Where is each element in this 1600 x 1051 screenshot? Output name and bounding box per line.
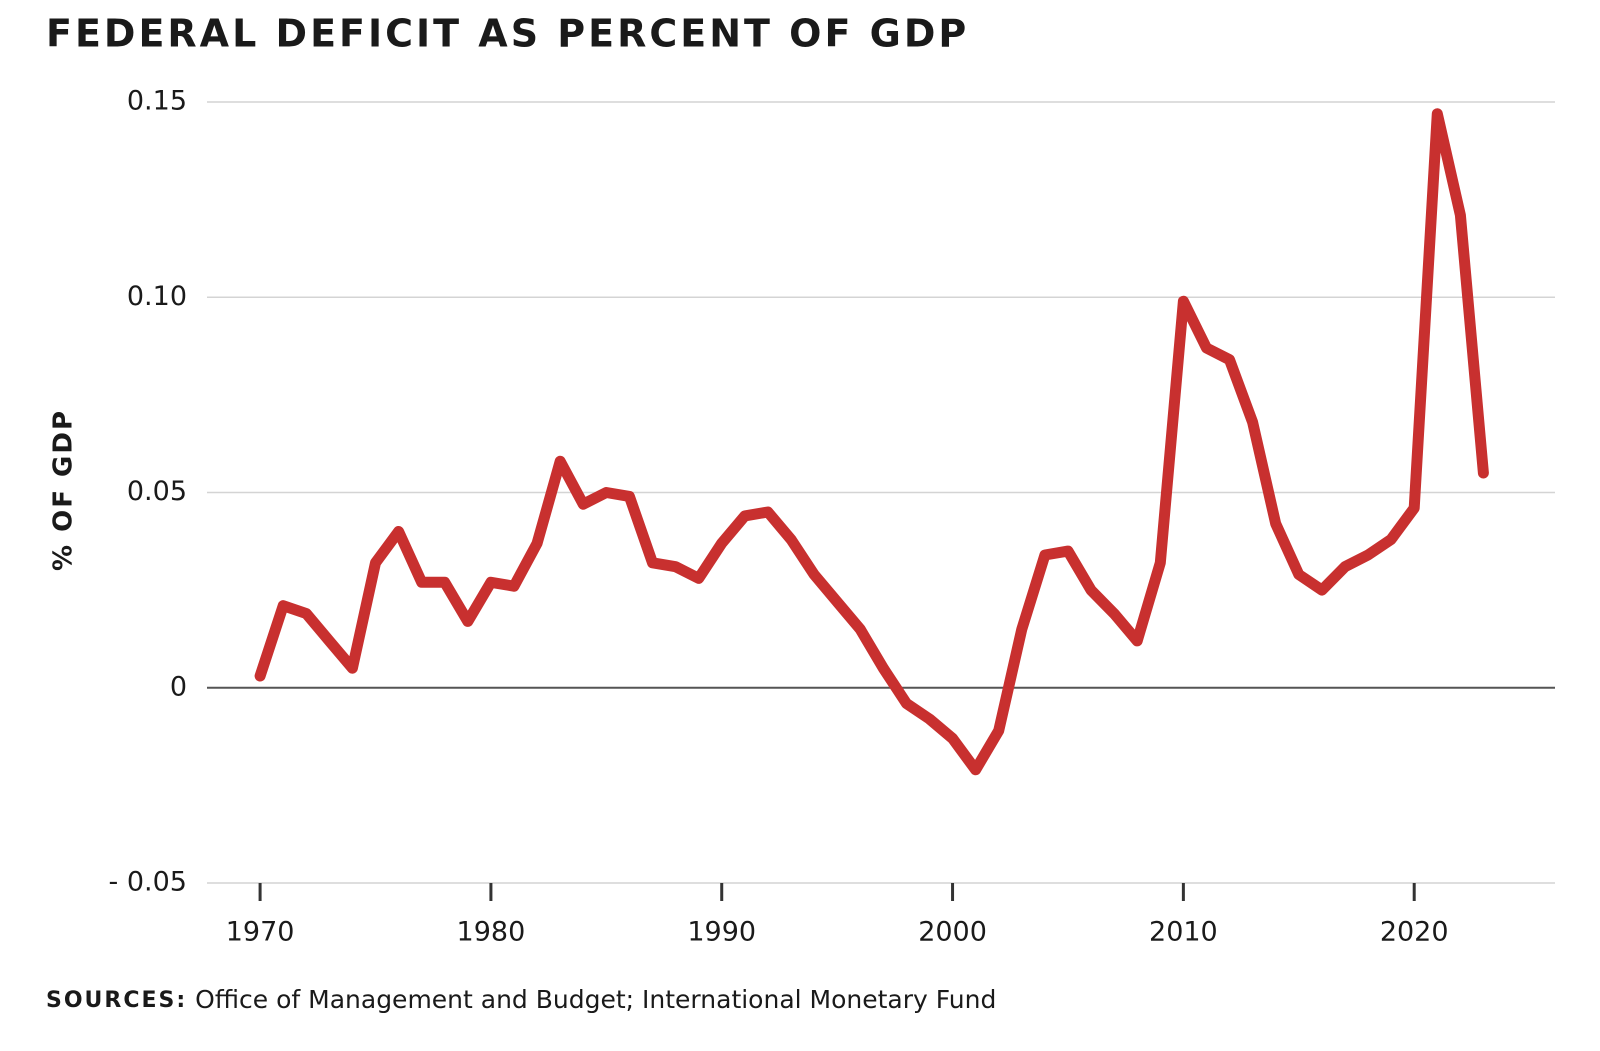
x-tick-label: 2020: [1380, 917, 1449, 948]
data-line: [254, 108, 1489, 776]
x-tick-label: 1980: [457, 917, 526, 948]
x-tick-label: 2000: [918, 917, 987, 948]
x-tick-label: 2010: [1149, 917, 1218, 948]
y-tick-label: 0.05: [127, 476, 187, 507]
chart-title: FEDERAL DEFICIT AS PERCENT OF GDP: [46, 12, 969, 56]
x-tick-label: 1990: [687, 917, 756, 948]
y-tick-label: - 0.05: [109, 867, 187, 898]
source-text: Office of Management and Budget; Interna…: [195, 985, 996, 1014]
y-tick-label: 0.15: [127, 86, 187, 117]
source-label: SOURCES:: [46, 988, 187, 1013]
y-axis-label: % OF GDP: [49, 409, 79, 571]
y-tick-label: 0: [170, 671, 187, 702]
source: SOURCES: Office of Management and Budget;…: [46, 985, 996, 1014]
y-tick-label: 0.10: [127, 281, 187, 312]
x-tick-label: 1970: [226, 917, 295, 948]
